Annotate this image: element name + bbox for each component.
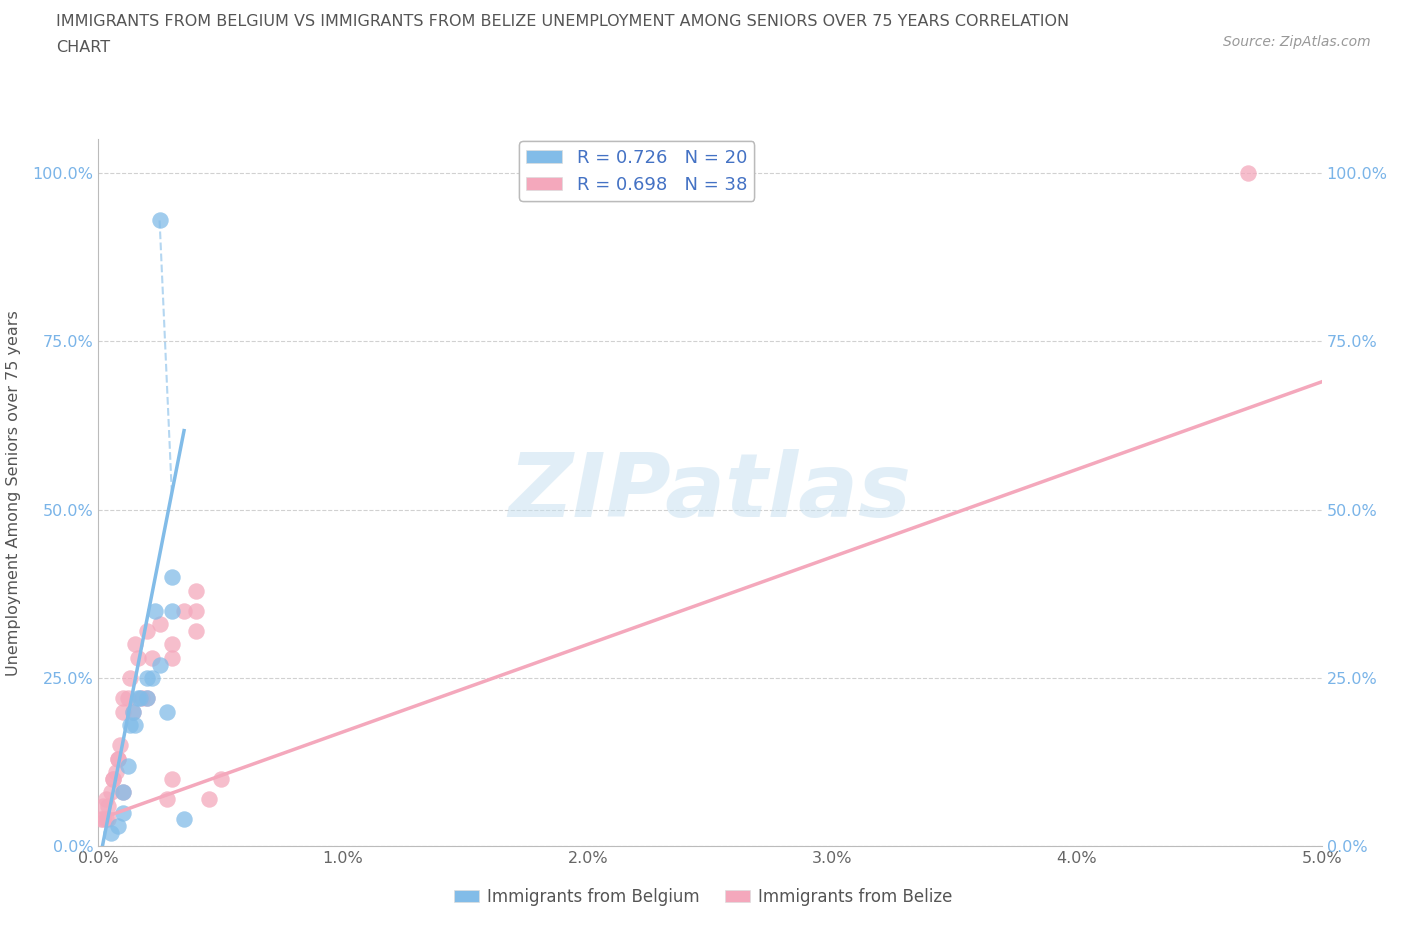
Point (120, 718, 142, 733)
Point (156, 791, 179, 806)
Point (97, 799, 120, 814)
Point (160, 604, 183, 618)
Point (141, 650, 163, 665)
Point (136, 671, 159, 685)
Point (107, 751, 129, 766)
Point (107, 818, 129, 833)
Point (186, 604, 208, 618)
Text: ZIPatlas: ZIPatlas (509, 449, 911, 537)
Point (124, 637, 146, 652)
Y-axis label: Unemployment Among Seniors over 75 years: Unemployment Among Seniors over 75 years (7, 310, 21, 676)
Point (104, 764, 127, 779)
Text: IMMIGRANTS FROM BELGIUM VS IMMIGRANTS FROM BELIZE UNEMPLOYMENT AMONG SENIORS OVE: IMMIGRANTS FROM BELGIUM VS IMMIGRANTS FR… (56, 14, 1070, 29)
Point (120, 671, 142, 685)
Point (149, 213, 172, 228)
Point (111, 805, 134, 820)
Point (100, 826, 122, 841)
Point (91, 799, 114, 814)
Point (111, 704, 134, 719)
Point (101, 772, 124, 787)
Point (111, 785, 134, 800)
Point (1237, 166, 1260, 180)
Point (160, 650, 183, 665)
Point (101, 772, 124, 787)
Legend: R = 0.726   N = 20, R = 0.698   N = 38: R = 0.726 N = 20, R = 0.698 N = 38 (519, 141, 755, 201)
Point (107, 751, 129, 766)
Point (136, 691, 159, 706)
Point (149, 617, 172, 631)
Point (121, 704, 143, 719)
Point (124, 718, 146, 733)
Point (117, 758, 139, 773)
Point (111, 785, 134, 800)
Point (117, 691, 139, 706)
Point (209, 772, 232, 787)
Point (111, 691, 134, 706)
Point (173, 604, 195, 618)
Legend: Immigrants from Belgium, Immigrants from Belize: Immigrants from Belgium, Immigrants from… (447, 881, 959, 912)
Point (197, 791, 219, 806)
Point (160, 569, 183, 584)
Point (127, 650, 149, 665)
Point (91, 812, 114, 827)
Point (129, 691, 152, 706)
Point (94, 812, 117, 827)
Point (186, 583, 208, 598)
Point (136, 691, 159, 706)
Point (160, 772, 183, 787)
Point (156, 704, 179, 719)
Point (97, 812, 120, 827)
Point (136, 623, 159, 638)
Text: CHART: CHART (56, 40, 110, 55)
Text: Source: ZipAtlas.com: Source: ZipAtlas.com (1223, 35, 1371, 49)
Point (186, 623, 208, 638)
Point (143, 604, 166, 618)
Point (149, 658, 172, 672)
Point (100, 785, 122, 800)
Point (121, 704, 143, 719)
Point (94, 791, 117, 806)
Point (141, 671, 163, 685)
Point (131, 691, 153, 706)
Point (127, 691, 149, 706)
Point (173, 812, 195, 827)
Point (90, 812, 112, 827)
Point (110, 737, 132, 752)
Point (160, 637, 183, 652)
